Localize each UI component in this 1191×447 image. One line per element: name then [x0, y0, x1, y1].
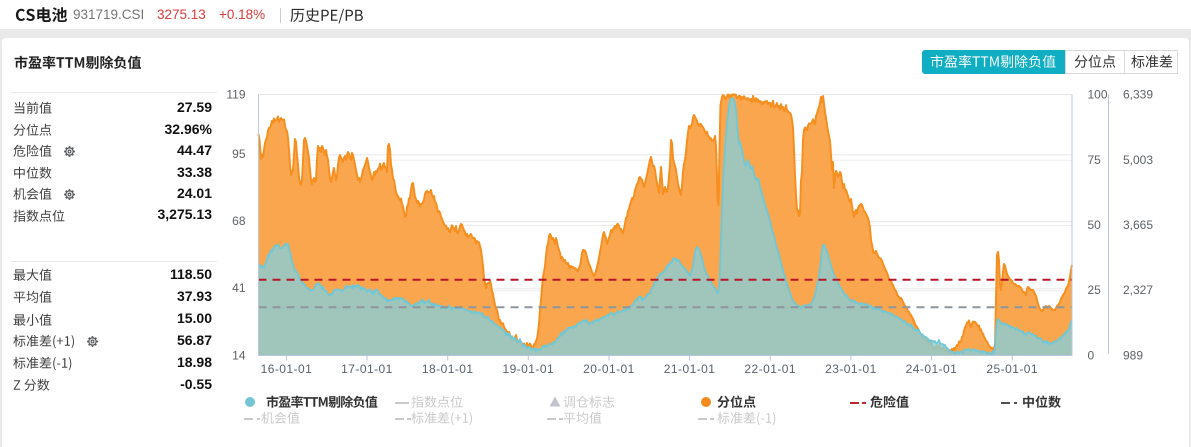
svg-text:14: 14 [232, 348, 246, 362]
svg-text:0: 0 [1088, 349, 1095, 363]
svg-text:75: 75 [1088, 153, 1102, 167]
svg-text:19-01-01: 19-01-01 [502, 362, 554, 376]
svg-text:50: 50 [1088, 218, 1102, 232]
svg-text:22-01-01: 22-01-01 [744, 362, 796, 376]
svg-text:3,665: 3,665 [1123, 218, 1153, 232]
svg-text:17-01-01: 17-01-01 [341, 362, 393, 376]
svg-text:6,339: 6,339 [1123, 88, 1153, 102]
svg-text:2,327: 2,327 [1123, 283, 1153, 297]
svg-text:16-01-01: 16-01-01 [261, 362, 313, 376]
svg-text:18-01-01: 18-01-01 [422, 362, 474, 376]
svg-text:25-01-01: 25-01-01 [986, 362, 1038, 376]
svg-text:41: 41 [232, 281, 246, 295]
svg-text:68: 68 [232, 214, 246, 228]
svg-text:23-01-01: 23-01-01 [825, 362, 877, 376]
svg-text:21-01-01: 21-01-01 [664, 362, 716, 376]
svg-text:95: 95 [232, 147, 246, 161]
svg-text:20-01-01: 20-01-01 [583, 362, 635, 376]
svg-text:5,003: 5,003 [1123, 153, 1153, 167]
svg-text:24-01-01: 24-01-01 [906, 362, 958, 376]
svg-text:989: 989 [1123, 349, 1143, 363]
svg-text:100: 100 [1088, 88, 1108, 102]
svg-text:25: 25 [1088, 283, 1102, 297]
svg-text:119: 119 [226, 87, 245, 101]
